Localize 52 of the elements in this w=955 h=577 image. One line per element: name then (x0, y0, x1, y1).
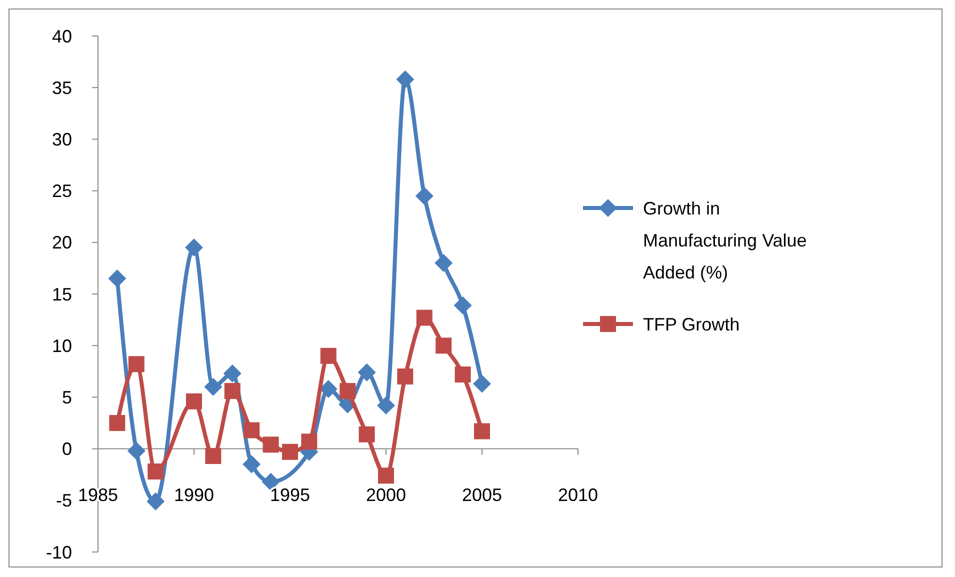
point (436, 338, 452, 354)
x-tick-label: 2010 (558, 484, 598, 505)
point (148, 464, 164, 480)
x-tick-label: 2000 (366, 484, 406, 505)
point (109, 415, 126, 431)
y-tick-label: 40 (52, 26, 72, 46)
y-tick-label: 10 (52, 336, 72, 356)
point (127, 442, 146, 460)
point (205, 448, 222, 464)
point (474, 423, 490, 440)
point (358, 426, 375, 442)
point (454, 296, 472, 314)
point (185, 238, 203, 257)
point (242, 455, 261, 474)
point (454, 366, 471, 382)
point (186, 393, 202, 410)
legend-label: Growth in Manufacturing Value Added (%) (643, 198, 807, 282)
x-tick-label: 1985 (78, 484, 118, 505)
point (282, 444, 298, 460)
y-tick-label: 15 (52, 284, 72, 304)
point (473, 374, 491, 393)
point (223, 364, 242, 382)
point (415, 186, 434, 205)
point (434, 254, 453, 272)
point (416, 310, 432, 326)
point (128, 356, 144, 372)
point (204, 378, 222, 396)
x-tick-label: 1990 (174, 484, 214, 505)
x-tick-label: 2005 (462, 484, 502, 505)
y-tick-label: 0 (62, 439, 72, 460)
y-tick-label: 35 (52, 78, 72, 98)
point (146, 492, 165, 510)
point (262, 436, 279, 453)
point (340, 383, 356, 400)
point (320, 348, 336, 364)
legend-label: TFP Growth (643, 314, 740, 334)
y-tick-label: 30 (52, 130, 72, 150)
y-tick-label: -5 (56, 490, 72, 511)
point (396, 70, 414, 88)
point (301, 434, 318, 450)
x-tick-label: 1995 (270, 484, 310, 505)
point (224, 383, 240, 400)
y-tick-label: 5 (62, 388, 72, 408)
point (378, 468, 394, 484)
y-tick-label: 20 (52, 232, 72, 253)
point (108, 270, 126, 288)
point (377, 396, 395, 414)
point (397, 368, 414, 385)
point (358, 363, 376, 382)
y-tick-label: -10 (46, 542, 72, 562)
y-tick-label: 25 (52, 181, 72, 202)
point (244, 422, 260, 438)
